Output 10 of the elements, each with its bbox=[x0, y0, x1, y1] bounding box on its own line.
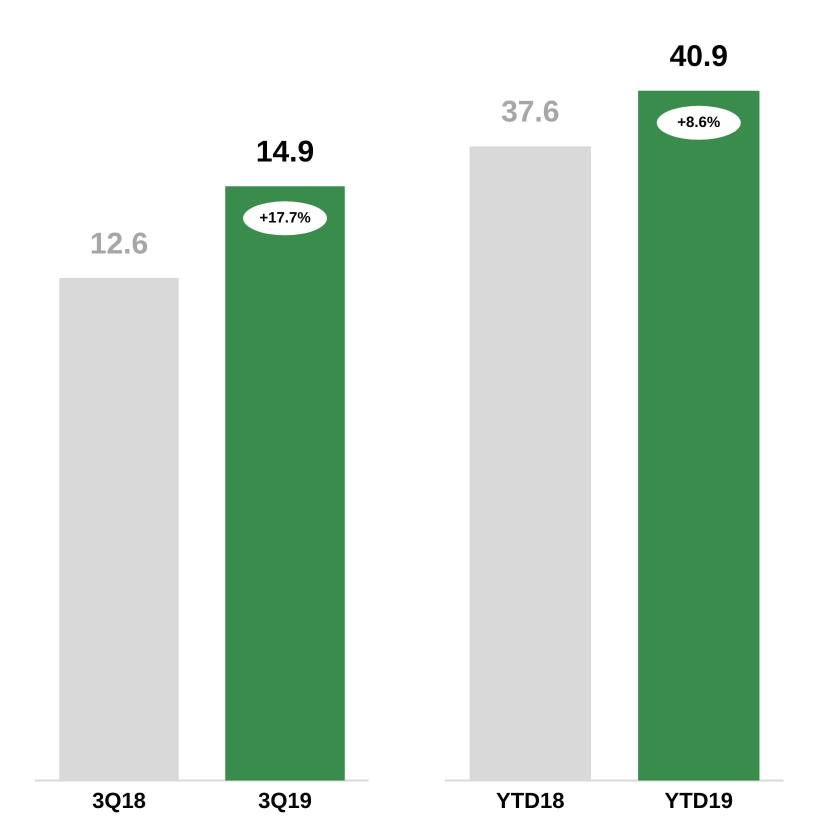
data-label: 37.6 bbox=[501, 96, 560, 129]
data-label: 40.9 bbox=[670, 40, 728, 74]
data-label: 12.6 bbox=[90, 227, 148, 260]
x-tick-label: YTD19 bbox=[664, 788, 733, 813]
data-label: 14.9 bbox=[256, 136, 314, 169]
annotation: +17.7% bbox=[259, 209, 311, 226]
x-tick-label: YTD18 bbox=[496, 788, 564, 813]
x-tick-label: 3Q18 bbox=[92, 788, 146, 813]
x-tick-label: 3Q19 bbox=[258, 788, 312, 813]
annotation: +8.6% bbox=[677, 114, 720, 131]
